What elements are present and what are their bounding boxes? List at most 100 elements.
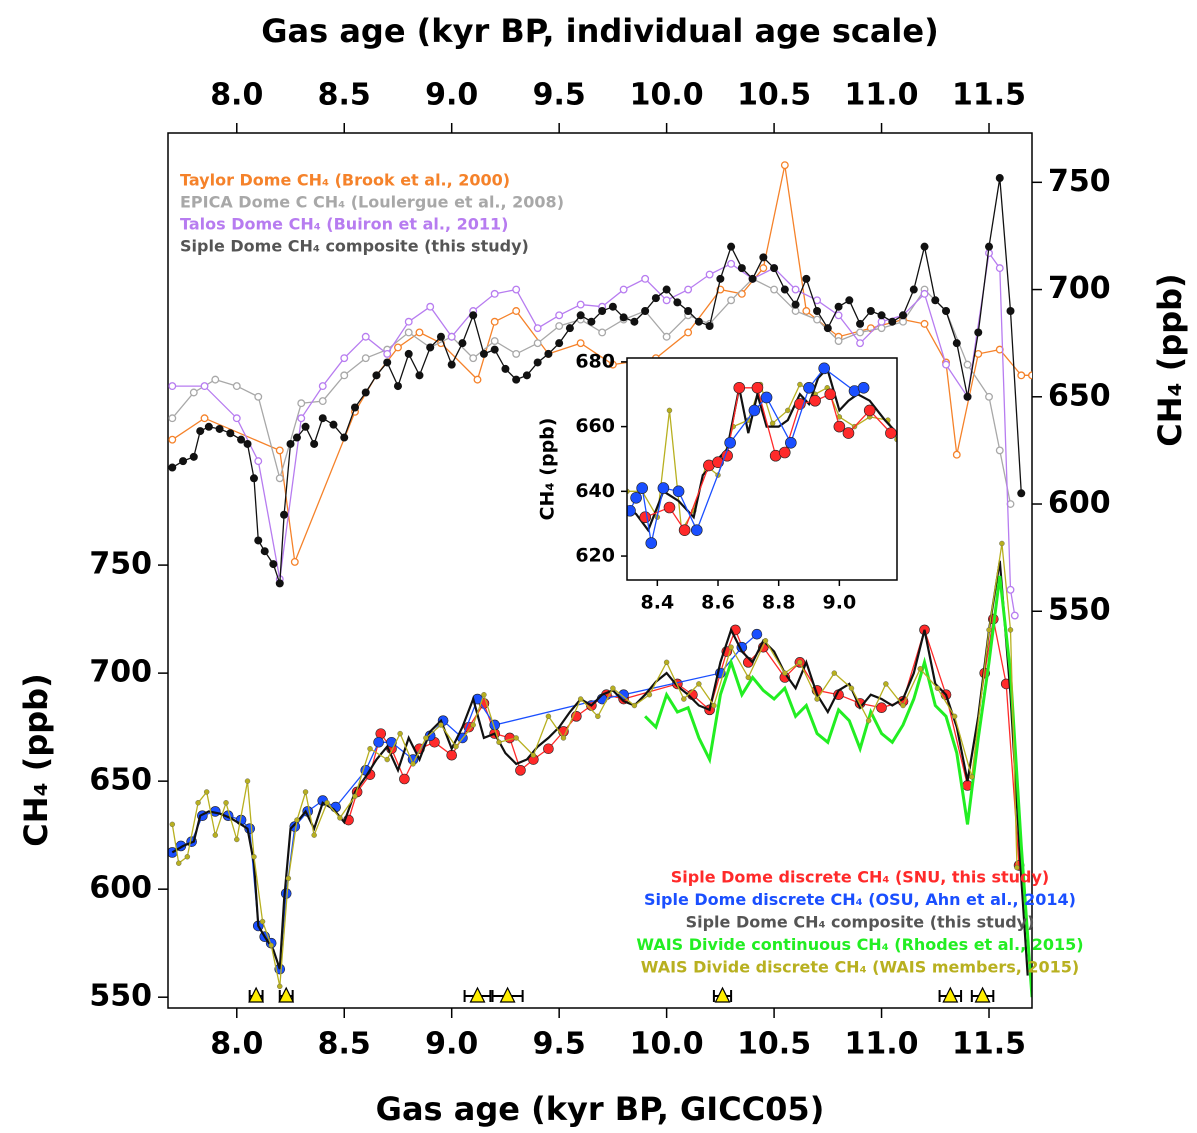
data-point [324, 800, 330, 806]
data-point [361, 388, 370, 397]
data-point [797, 381, 803, 388]
data-point [770, 285, 779, 294]
data-point [555, 339, 564, 348]
data-point [751, 628, 763, 640]
data-point [856, 339, 865, 348]
data-point [311, 832, 317, 838]
data-point [481, 692, 487, 698]
data-point [1028, 371, 1032, 380]
data-point [290, 557, 299, 566]
x-tick-label: 8.0 [210, 1027, 263, 1062]
data-point [560, 735, 567, 741]
x-tick-label: 8.8 [762, 592, 796, 614]
data-point [627, 504, 636, 517]
y-tick-label: 600 [89, 871, 152, 906]
data-point [234, 836, 240, 843]
data-point [196, 427, 205, 436]
data-point [211, 375, 220, 384]
data-point [845, 296, 854, 305]
data-point [555, 311, 564, 320]
data-point [340, 371, 349, 380]
data-point [512, 349, 521, 358]
x-tick-label: 9.0 [425, 78, 478, 113]
plot-frame [167, 132, 1033, 1009]
data-point [399, 773, 410, 785]
data-point [969, 774, 975, 780]
y-tick-label: 650 [89, 763, 152, 798]
data-point [662, 285, 671, 294]
data-point [963, 360, 972, 369]
data-point [920, 289, 929, 298]
data-point [917, 666, 923, 672]
data-point [587, 317, 596, 326]
data-point [748, 404, 761, 417]
data-point [426, 302, 435, 311]
data-point [727, 296, 736, 305]
data-point [814, 696, 820, 702]
data-point [576, 311, 585, 320]
data-point [797, 659, 803, 666]
data-point [337, 815, 343, 821]
data-point [662, 332, 671, 341]
x-tick-label: 9.0 [425, 1027, 478, 1062]
series-line [627, 366, 897, 533]
x-axis-label: Gas age (kyr BP, individual age scale) [261, 12, 938, 50]
data-point [565, 324, 574, 333]
data-point [672, 485, 685, 498]
data-point [694, 317, 703, 326]
data-point [195, 800, 201, 806]
x-tick-label: 9.5 [533, 1027, 586, 1062]
data-point [576, 339, 585, 348]
data-point [275, 579, 284, 588]
data-point [690, 524, 703, 536]
data-point [803, 381, 815, 394]
data-point [375, 728, 387, 739]
data-point [286, 439, 295, 448]
data-point [259, 918, 266, 925]
data-point [397, 730, 403, 737]
data-point [802, 274, 811, 283]
data-point [447, 332, 456, 341]
y-tick-label: 660 [575, 415, 615, 437]
data-point [504, 732, 516, 744]
data-point [646, 692, 653, 698]
data-point [678, 524, 691, 536]
data-point [212, 832, 218, 838]
data-point [857, 381, 870, 394]
data-point [352, 793, 358, 799]
age-marker [278, 986, 295, 1003]
data-point [254, 457, 263, 466]
data-point [301, 422, 310, 431]
data-point [641, 274, 650, 283]
data-point [545, 713, 552, 720]
data-point [275, 474, 284, 483]
x-tick-label: 11.0 [845, 78, 919, 113]
data-point [383, 358, 392, 367]
data-point [543, 743, 554, 755]
data-point [842, 427, 855, 439]
data-point [899, 311, 908, 320]
data-point [404, 349, 413, 358]
data-point [636, 482, 648, 494]
legend-entry: EPICA Dome C CH₄ (Loulergue et al., 2008… [180, 193, 564, 212]
data-point [469, 311, 478, 320]
data-point [856, 328, 865, 337]
x-tick-label: 8.0 [210, 78, 263, 113]
data-point [280, 888, 292, 899]
data-point [512, 307, 521, 315]
age-marker [974, 986, 991, 1003]
data-point [513, 735, 519, 741]
age-marker [714, 986, 731, 1003]
data-point [269, 560, 278, 569]
data-point [619, 313, 628, 322]
data-point [384, 756, 390, 763]
y-tick-label: 750 [1048, 164, 1111, 199]
data-point [934, 685, 941, 691]
data-point [782, 670, 788, 676]
data-point [268, 942, 274, 949]
x-tick-label: 11.5 [952, 78, 1026, 113]
data-point [951, 713, 958, 720]
age-marker [248, 986, 265, 1003]
x-tick-label: 10.0 [630, 1027, 704, 1062]
legend-entry: WAIS Divide continuous CH₄ (Rhodes et al… [636, 935, 1083, 954]
